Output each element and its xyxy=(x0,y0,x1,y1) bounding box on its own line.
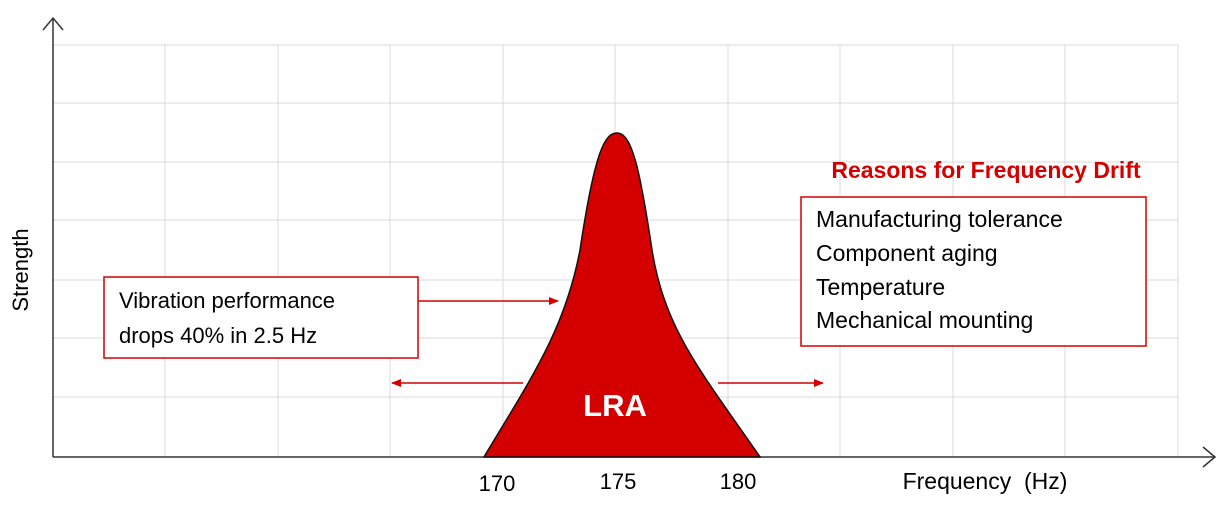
x-tick-label: 170 xyxy=(479,471,516,496)
callout-text: Vibration performance xyxy=(119,288,335,313)
x-tick-label: 180 xyxy=(720,469,757,494)
reasons-title: Reasons for Frequency Drift xyxy=(831,157,1141,183)
resonance-peak xyxy=(482,132,762,458)
callout-box xyxy=(103,276,419,359)
reasons-box xyxy=(800,196,1147,347)
reason-item: Temperature xyxy=(816,274,945,300)
y-axis-label: Strength xyxy=(8,228,33,311)
reason-item: Manufacturing tolerance xyxy=(816,206,1063,232)
x-axis-label: Frequency (Hz) xyxy=(903,468,1068,494)
reason-item: Mechanical mounting xyxy=(816,307,1033,333)
x-tick-label: 175 xyxy=(600,469,637,494)
callout-text: drops 40% in 2.5 Hz xyxy=(119,323,317,348)
peak-label: LRA xyxy=(583,388,647,423)
reason-item: Component aging xyxy=(816,240,998,266)
